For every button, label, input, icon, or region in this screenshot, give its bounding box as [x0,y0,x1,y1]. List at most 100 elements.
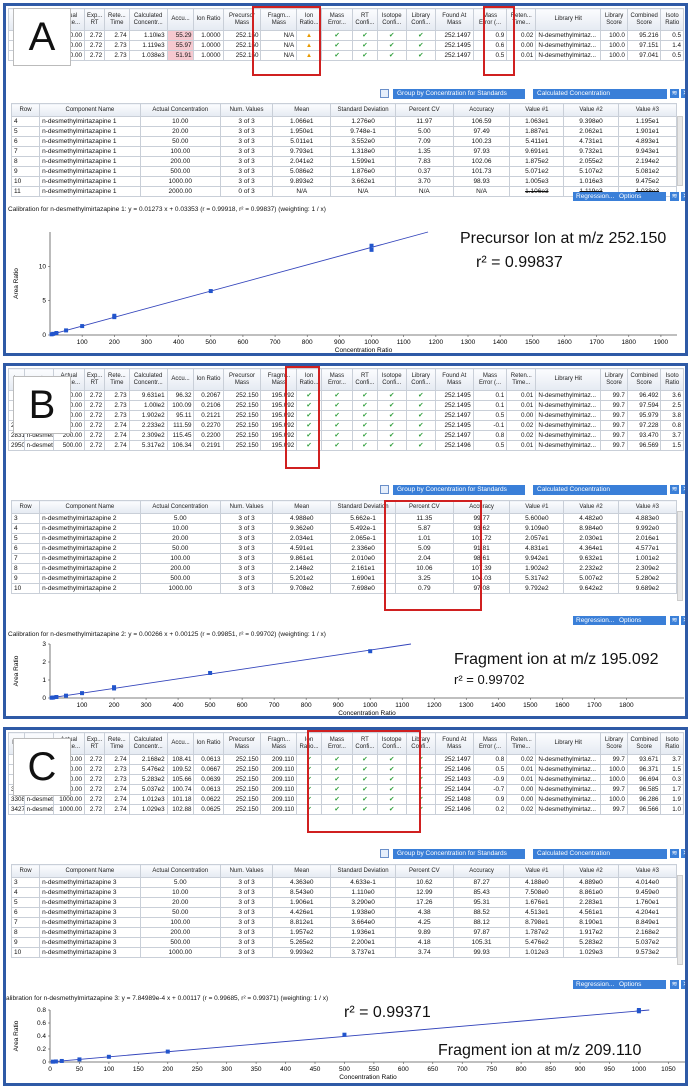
column-header[interactable]: Precursor Mass [222,732,262,755]
column-header[interactable]: Fragm... Mass [260,732,298,755]
group-by-dropdown[interactable]: Group by Concentration for Standards [393,89,525,99]
column-header[interactable]: Ion Ratio [193,8,224,31]
column-header[interactable]: Mass Error... [320,8,354,31]
column-header[interactable]: Accuracy [452,864,511,878]
table-row[interactable]: 3189n-desmeth...500.002.722.745.037e2100… [8,784,684,795]
table-row[interactable]: 3308n-desmeth...1000.002.722.741.012e310… [8,794,684,805]
column-header[interactable]: Combined Score [626,8,662,31]
column-header[interactable]: Mean [272,103,332,117]
column-header[interactable]: Combined Score [626,368,662,391]
column-header[interactable]: Precursor Mass [222,368,262,391]
table-row[interactable]: 3427n-desmeth...1000.002.722.741.029e310… [8,804,684,815]
column-header[interactable]: Row [10,864,41,878]
column-header[interactable]: Ion Ratio... [296,8,322,31]
table-row[interactable]: 8 n-desmethylmirtazapine 3 200.00 3 of 3 1.9… [10,927,678,938]
column-header[interactable]: Isotope Confi... [376,732,407,755]
table-row[interactable]: 2831n-desmethy...200.002.722.742.309e211… [8,430,684,441]
table-row[interactable]: 7 n-desmethylmirtazapine 1 100.00 3 of 3 9.7… [10,146,678,157]
column-header[interactable]: RT Confi... [352,8,378,31]
expand-icon[interactable]: ≋ [670,849,679,858]
layout-icon[interactable] [380,485,389,494]
table-row[interactable]: 7 n-desmethylmirtazapine 3 100.00 3 of 3 8.8… [10,917,678,928]
table-row[interactable]: ethy...2000.002.722.731.038e351.911.0000… [8,50,684,61]
column-header[interactable]: Isoto Ratio [660,368,684,391]
column-header[interactable]: Ion Ratio... [296,368,322,391]
layout-icon[interactable] [380,89,389,98]
column-header[interactable]: Value #3 [617,103,678,117]
expand-icon[interactable]: ≋ [670,89,679,98]
column-header[interactable]: Row [10,500,41,514]
table-row[interactable]: ethy...200.002.722.731.902e295.110.21212… [8,410,684,421]
column-header[interactable]: Calculated Concentr... [128,8,168,31]
column-header[interactable]: Component Name [39,103,141,117]
column-header[interactable]: Value #2 [563,103,619,117]
column-header[interactable]: Library Confi... [405,732,436,755]
column-header[interactable]: RT Confi... [352,368,378,391]
options-button[interactable]: Options [616,192,666,201]
column-header[interactable]: Found At Mass [434,732,474,755]
column-header[interactable]: Reten... Time... [506,8,537,31]
column-header[interactable]: Calculated Concentr... [128,368,168,391]
table-row[interactable]: 9 n-desmethylmirtazapine 3 500.00 3 of 3 5.2… [10,937,678,948]
column-header[interactable]: Value #1 [509,103,565,117]
column-header[interactable]: Actual Concentration [139,103,221,117]
scrollbar[interactable] [677,875,683,965]
scrollbar[interactable] [677,511,683,601]
expand-icon[interactable]: ≋ [670,980,679,989]
expand-icon[interactable]: ≋ [670,192,679,201]
calculated-concentration-dropdown[interactable]: Calculated Concentration [533,485,667,495]
column-header[interactable]: Mass Error... [320,368,354,391]
table-row[interactable]: 5 n-desmethylmirtazapine 3 20.00 3 of 3 1.90… [10,897,678,908]
column-header[interactable]: Num. Values [219,864,274,878]
table-row[interactable]: ethy...100.002.722.731.00le2100.090.2106… [8,400,684,411]
column-header[interactable]: Row [10,103,41,117]
table-row[interactable]: 7 n-desmethylmirtazapine 2 100.00 3 of 3 9.8… [10,553,678,564]
expand-icon[interactable]: ≋ [670,616,679,625]
options-button[interactable]: Options [616,616,666,625]
close-icon[interactable]: ✕ [681,89,688,98]
column-header[interactable]: Value #2 [563,864,619,878]
table-row[interactable]: 6 n-desmethylmirtazapine 1 50.00 3 of 3 5.01… [10,136,678,147]
regression-button[interactable]: Regression... [573,616,618,625]
regression-button[interactable]: Regression... [573,980,618,989]
column-header[interactable]: Mass Error (... [472,732,508,755]
group-by-dropdown[interactable]: Group by Concentration for Standards [393,849,525,859]
column-header[interactable]: Percent CV [394,103,454,117]
close-icon[interactable]: ✕ [681,849,688,858]
table-row[interactable]: ethy...500.002.722.735.476e2109.520.0667… [8,764,684,775]
expand-icon[interactable]: ≋ [670,485,679,494]
column-header[interactable]: Isotope Confi... [376,8,407,31]
table-row[interactable]: 2950n-desmethy...500.002.722.745.317e210… [8,440,684,451]
column-header[interactable]: Calculated Concentr... [128,732,168,755]
table-row[interactable]: 4 n-desmethylmirtazapine 3 10.00 3 of 3 8.54… [10,887,678,898]
close-icon[interactable]: ✕ [681,980,688,989]
group-by-dropdown[interactable]: Group by Concentration for Standards [393,485,525,495]
table-row[interactable]: 4 n-desmethylmirtazapine 1 10.00 3 of 3 1.06… [10,116,678,127]
column-header[interactable]: Isoto Ratio [660,732,684,755]
table-row[interactable]: ethy...2000.002.722.731.119e355.971.0000… [8,40,684,51]
column-header[interactable]: Mean [272,864,332,878]
column-header[interactable]: Precursor Mass [222,8,262,31]
column-header[interactable]: Fragm... Mass [260,8,298,31]
table-row[interactable]: 6 n-desmethylmirtazapine 3 50.00 3 of 3 4.42… [10,907,678,918]
column-header[interactable]: Standard Deviation [330,864,396,878]
table-row[interactable]: ethy...100.002.722.739.631e196.320.20672… [8,390,684,401]
column-header[interactable]: Mass Error (... [472,368,508,391]
column-header[interactable]: Library Hit [535,368,602,391]
column-header[interactable]: Accu... [166,732,195,755]
column-header[interactable]: Value #2 [563,500,619,514]
table-row[interactable]: 3 n-desmethylmirtazapine 2 5.00 3 of 3 4.988… [10,513,678,524]
column-header[interactable]: Num. Values [219,500,274,514]
table-row[interactable]: 2712n-desmethy...200.002.722.742.233e211… [8,420,684,431]
table-row[interactable]: ethy...500.002.722.735.283e2105.660.0639… [8,774,684,785]
table-row[interactable]: 4 n-desmethylmirtazapine 2 10.00 3 of 3 9.36… [10,523,678,534]
layout-icon[interactable] [380,849,389,858]
column-header[interactable]: Value #3 [617,864,678,878]
column-header[interactable]: Accuracy [452,500,511,514]
scrollbar[interactable] [677,116,683,186]
column-header[interactable]: Library Score [600,368,628,391]
column-header[interactable]: Exp... RT [83,8,106,31]
